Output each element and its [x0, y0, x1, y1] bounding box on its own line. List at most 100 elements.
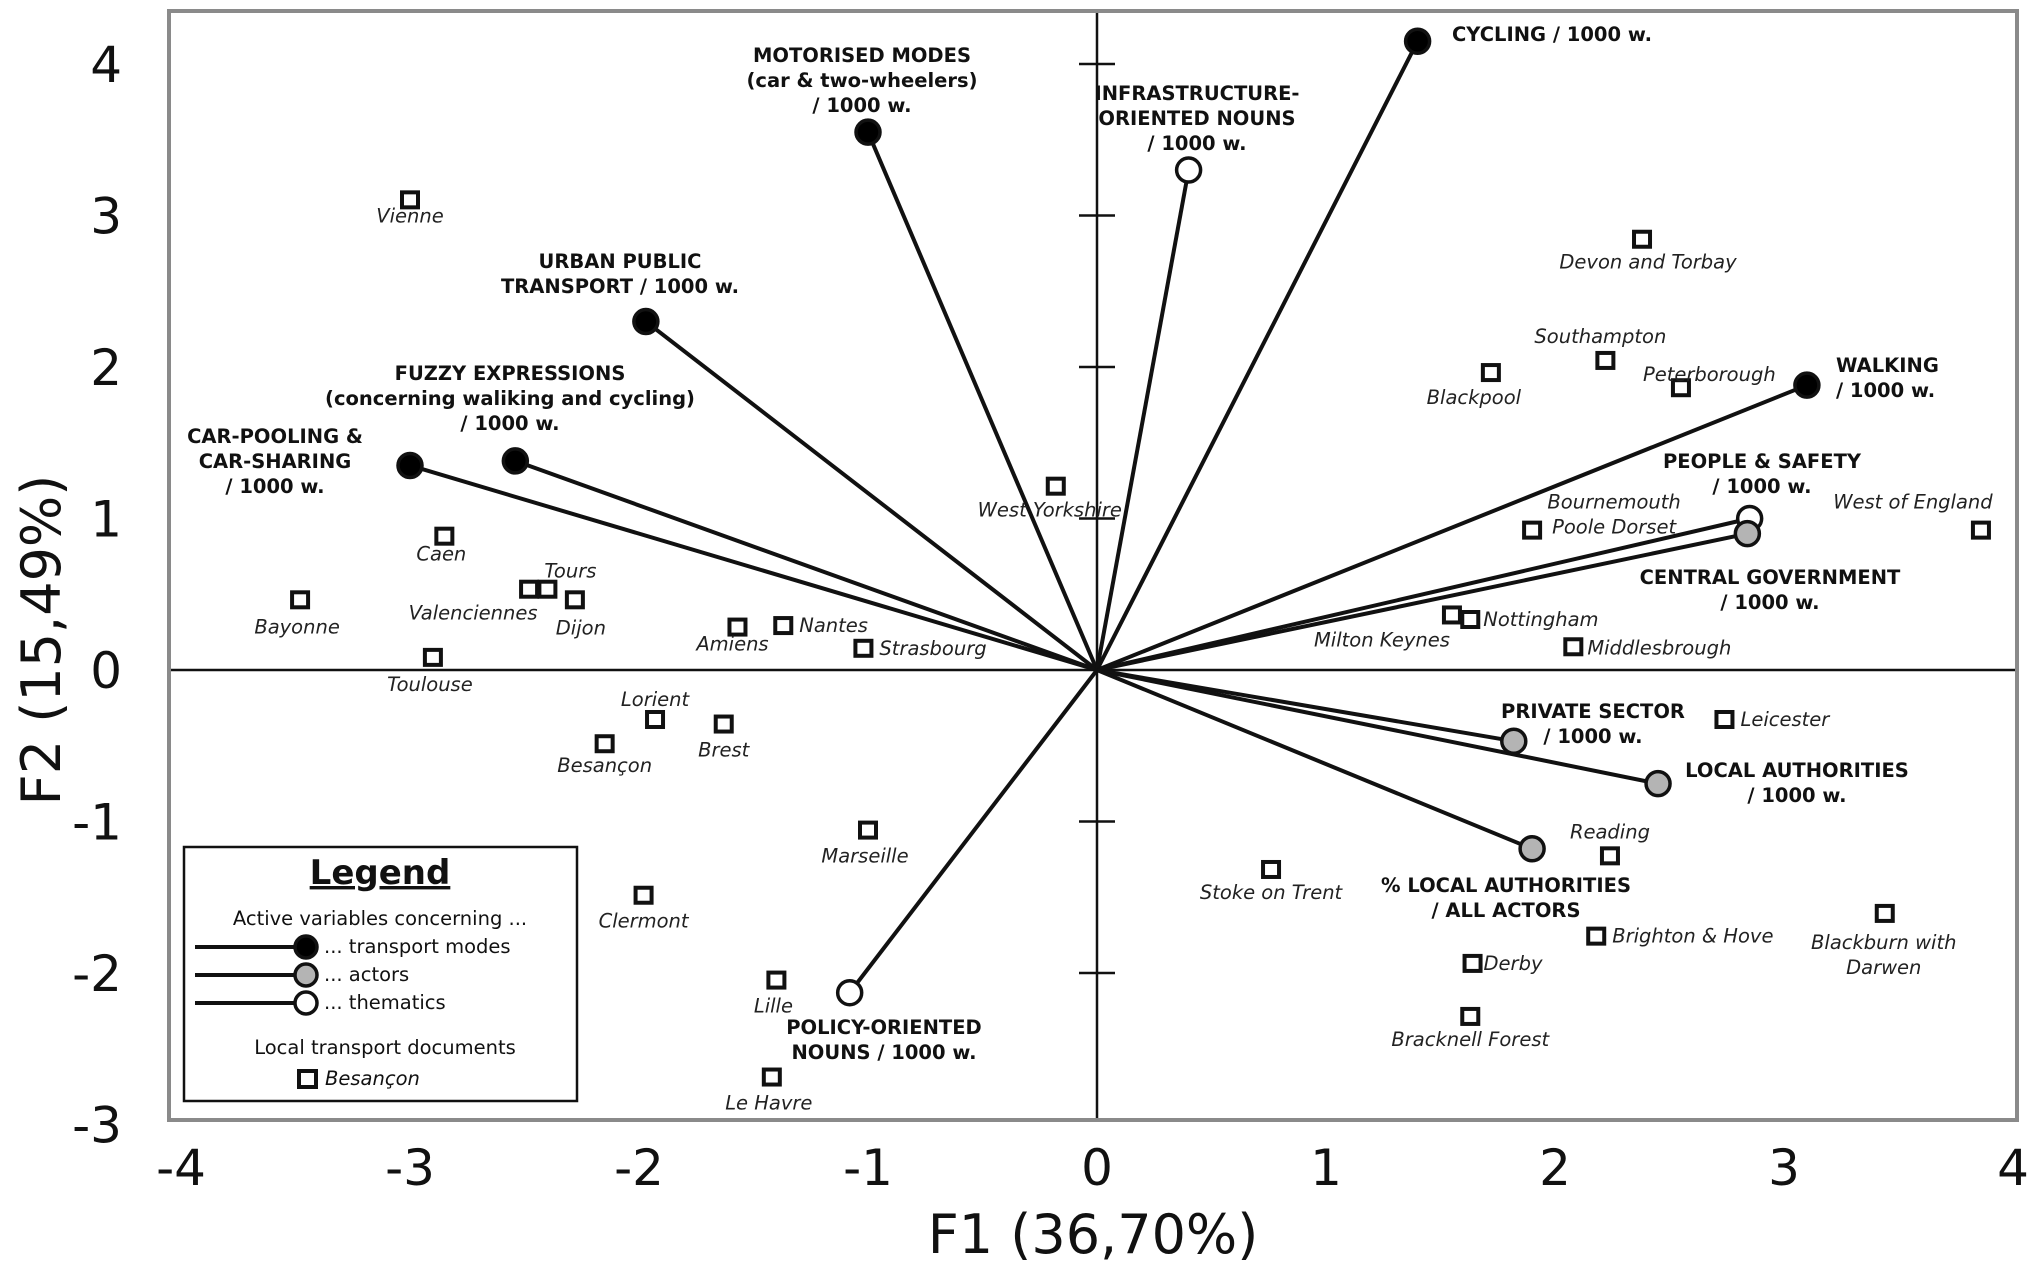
document-marker [422, 647, 443, 667]
document-marker [1480, 363, 1501, 383]
variable-vector [1096, 531, 1748, 672]
variable-label: CENTRAL GOVERNMENT/ 1000 w. [1640, 566, 1901, 614]
document-marker [434, 526, 455, 546]
document-marker [1462, 953, 1483, 973]
document-marker [1522, 520, 1543, 540]
x-axis-title: F1 (36,70%) [928, 1203, 1259, 1266]
document-marker [1970, 520, 1991, 540]
variable-vector [866, 131, 1099, 671]
document-label: Devon and Torbay [1559, 251, 1737, 274]
document-label: West of England [1833, 491, 1993, 514]
variable-label: POLICY-ORIENTED NOUNS / 1000 w. [786, 1016, 982, 1064]
document-label: Bournemouth Poole Dorset [1547, 491, 1680, 539]
variable-vector [848, 668, 1099, 994]
document-marker [537, 579, 558, 599]
variable-label: LOCAL AUTHORITIES/ 1000 w. [1685, 759, 1909, 807]
legend-doc-example: Besançon [325, 1067, 420, 1090]
document-label: Southampton [1534, 325, 1666, 348]
x-tick-label: -1 [843, 1139, 893, 1197]
y-axis-title: F2 (15,49%) [10, 475, 73, 806]
document-label: Bayonne [254, 615, 340, 638]
variable-vector [1096, 668, 1515, 744]
variable-vector [1096, 383, 1808, 672]
document-label: Vienne [376, 204, 443, 227]
x-tick-label: -4 [156, 1139, 206, 1197]
variable-vector [514, 459, 1098, 672]
document-marker [1441, 605, 1462, 625]
variable-point [1500, 727, 1528, 755]
document-label: Brest [698, 739, 751, 762]
legend-marker [293, 990, 319, 1016]
document-label: Strasbourg [879, 637, 986, 660]
document-label: Blackpool [1427, 386, 1522, 409]
legend-entry-label: ... transport modes [324, 935, 511, 958]
variable-point [396, 451, 424, 480]
document-marker [1874, 903, 1895, 923]
document-marker [1460, 610, 1481, 630]
variable-point [1174, 156, 1203, 184]
document-marker [1670, 378, 1691, 398]
document-label: Reading [1570, 820, 1650, 843]
document-marker [713, 714, 734, 734]
document-label: Le Havre [725, 1092, 812, 1115]
document-label: Peterborough [1643, 363, 1776, 386]
document-label: Besançon [557, 754, 652, 777]
y-tick-label: 0 [90, 642, 122, 700]
document-label: Brighton & Hove [1612, 925, 1773, 948]
variable-label: PEOPLE & SAFETY/ 1000 w. [1663, 450, 1862, 498]
variable-vector [1096, 668, 1533, 851]
variable-label: CAR-POOLING & CAR-SHARING/ 1000 w. [187, 425, 363, 498]
variable-vector [1095, 40, 1420, 671]
plot-frame [167, 9, 2019, 1122]
y-tick-label: -3 [72, 1097, 122, 1155]
variable-label: WALKING/ 1000 w. [1836, 354, 1939, 402]
variable-label: FUZZY EXPRESSIONS (concerning waliking an… [325, 362, 695, 435]
variable-point [501, 447, 530, 475]
document-marker [1595, 350, 1616, 370]
variable-label: % LOCAL AUTHORITIES / ALL ACTORS [1381, 874, 1631, 922]
document-marker [1632, 229, 1653, 249]
legend-entry-label: ... actors [324, 963, 409, 986]
document-label: Valenciennes [409, 602, 538, 625]
document-marker [727, 617, 748, 637]
variable-point [1403, 27, 1432, 56]
document-label: West Yorkshire [978, 499, 1122, 522]
document-label: Clermont [599, 910, 690, 933]
document-marker [766, 970, 787, 990]
document-label: Derby [1484, 952, 1543, 975]
document-label: Stoke on Trent [1200, 881, 1344, 904]
document-label: Marseille [821, 845, 908, 868]
x-tick-label: 1 [1310, 1139, 1342, 1197]
document-points: Vienne Caen Bayonne Tours Valenciennes Dijon T… [254, 190, 1993, 1115]
variable-vector [409, 463, 1098, 672]
document-label: Amiens [694, 633, 768, 656]
variable-vector [1096, 668, 1659, 786]
x-tick-label: -3 [385, 1139, 435, 1197]
y-tick-label: 4 [90, 36, 122, 94]
document-label: Middlesbrough [1587, 636, 1731, 659]
document-label: Nantes [799, 614, 868, 637]
document-label: Dijon [556, 616, 606, 639]
document-marker [773, 616, 794, 636]
document-label: Blackburn with Darwen [1811, 931, 1956, 979]
document-marker [1586, 926, 1607, 946]
y-tick-label: -2 [72, 945, 122, 1003]
document-label: Leicester [1740, 708, 1831, 731]
document-label: Toulouse [387, 673, 473, 696]
document-marker [1714, 709, 1735, 729]
document-label: Milton Keynes [1314, 628, 1450, 651]
x-tick-label: -2 [614, 1139, 664, 1197]
variable-point [835, 978, 864, 1007]
legend-header: Active variables concerning ... [233, 907, 527, 930]
y-tick-label: -1 [72, 794, 122, 852]
document-marker [633, 885, 654, 905]
variable-point [1644, 769, 1672, 798]
legend-title: Legend [310, 853, 451, 893]
document-marker [564, 590, 585, 610]
document-marker [1460, 1006, 1481, 1026]
variable-vectors: CYCLING / 1000 w. MOTORISED MODES (car & t… [187, 23, 1939, 1064]
y-tick-label: 2 [90, 339, 122, 397]
document-marker [645, 709, 666, 729]
legend-marker [293, 934, 319, 960]
variable-label: CYCLING / 1000 w. [1452, 23, 1652, 46]
